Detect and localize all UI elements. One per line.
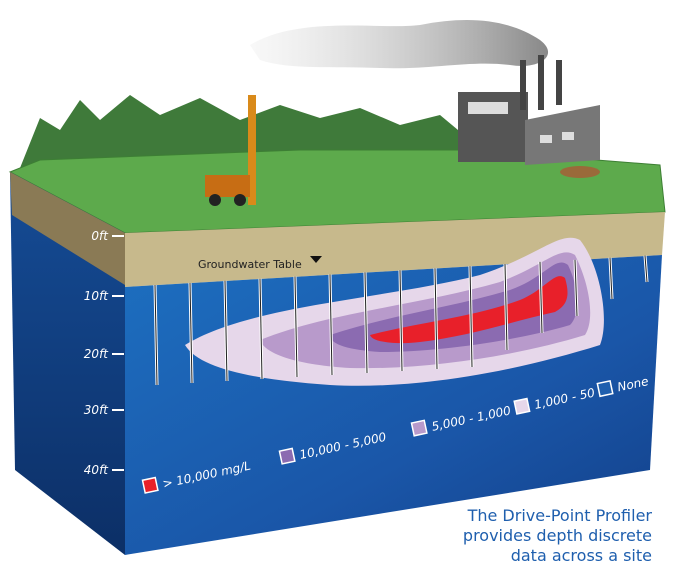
well-core (399, 270, 403, 372)
depth-label: 10ft (84, 289, 109, 303)
well-core (329, 274, 333, 376)
water-table-marker (310, 256, 322, 263)
drill-rig (205, 95, 256, 206)
legend-swatch (596, 379, 614, 398)
well-core (434, 268, 438, 370)
side-face (10, 172, 125, 555)
plume-high (330, 262, 578, 352)
legend-swatch (141, 476, 159, 494)
smoke (250, 20, 549, 69)
well-core (504, 263, 508, 351)
legend-swatch (278, 447, 296, 465)
groundwater-label: Groundwater Table (198, 258, 302, 271)
caption-line: The Drive-Point Profiler (467, 506, 653, 525)
caption-line: provides depth discrete (463, 526, 652, 545)
well-core (364, 272, 368, 374)
well-core (189, 282, 193, 384)
well-core (469, 266, 473, 368)
side-soil (10, 172, 125, 285)
depth-label: 40ft (84, 463, 109, 477)
well-core (154, 284, 158, 386)
legend-swatch (513, 397, 531, 415)
well-core (609, 257, 613, 300)
depth-label: 0ft (91, 229, 109, 243)
plume-core (370, 276, 568, 344)
wells (153, 255, 649, 386)
legend-swatch (410, 419, 428, 437)
factory (458, 55, 600, 178)
depth-label: 30ft (84, 403, 109, 417)
soil-band (125, 212, 665, 287)
depth-scale: 0ft 10ft 20ft 30ft 40ft (84, 229, 124, 477)
well-core (539, 261, 543, 334)
well-core (644, 255, 648, 283)
well-core (294, 276, 298, 378)
depth-label: 20ft (84, 347, 109, 361)
well-core (574, 259, 578, 317)
caption-line: data across a site (511, 546, 652, 562)
well-core (259, 278, 263, 380)
legend-label: None (616, 374, 650, 394)
well-core (224, 280, 228, 382)
